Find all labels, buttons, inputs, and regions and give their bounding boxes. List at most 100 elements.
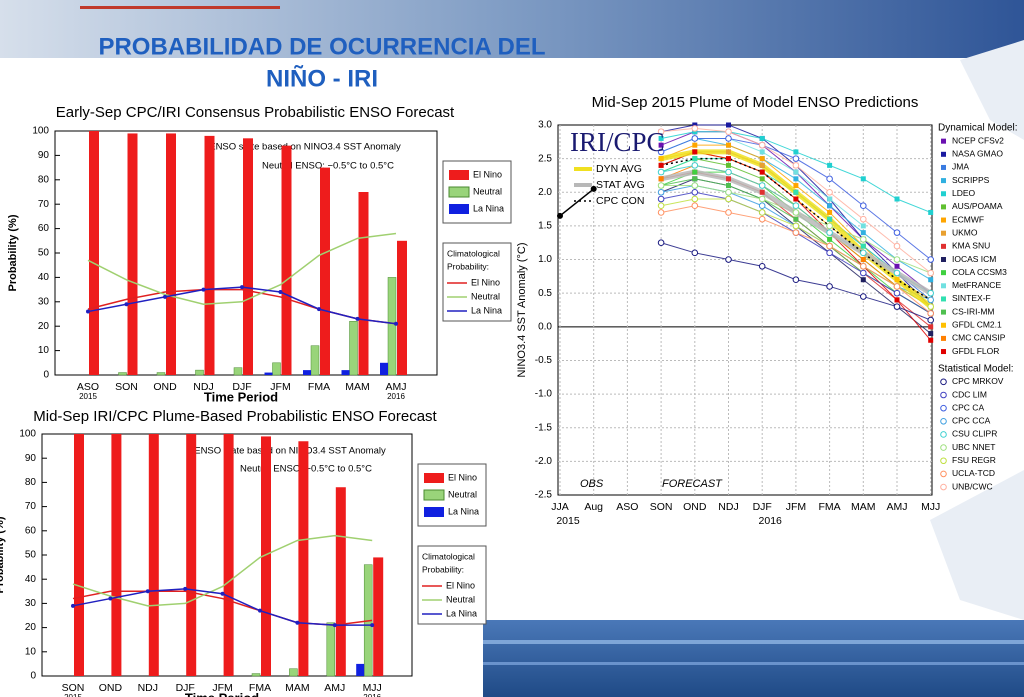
x-tick-label: Aug [584,501,603,513]
model-marker [860,293,867,300]
y-tick-label: 100 [19,429,36,440]
bar [261,436,271,676]
bar [156,372,166,376]
model-marker [692,149,698,155]
legend-title: Dynamical Model: [938,123,1017,134]
legend-marker [940,470,947,478]
legend-marker [941,138,946,144]
slide-title: PROBABILIDAD DE OCURRENCIA DEL [98,33,545,60]
model-marker [758,141,766,149]
model-marker [927,316,935,324]
observed-line [559,188,595,217]
bar [118,372,127,376]
model-marker [860,230,866,236]
bar [335,487,346,676]
model-marker [792,202,800,210]
legend-label: UKMO [952,227,978,237]
model-marker [928,209,934,215]
legend-label: ECMWF [952,214,984,224]
model-marker [827,196,833,202]
y-tick-label: -2.5 [535,490,553,501]
x-tick-label: NDJ [193,381,213,393]
model-marker [758,215,766,223]
legend-swatch [424,473,444,483]
x-tick-label: DJF [232,381,251,393]
bar [89,131,99,375]
period-label: OBS [580,478,604,490]
x-tick-label: FMA [308,381,330,393]
x-tick-label: SON [650,501,673,513]
model-marker [691,135,699,142]
x-tick-label: JFM [270,381,290,393]
legend-swatch [449,204,469,214]
model-marker [793,149,799,155]
y-tick-label: 3.0 [538,120,552,131]
annotation: ENSO state based on NINO3.4 SST Anomaly [194,446,386,457]
logo: IRI/CPC [570,127,665,157]
model-marker [759,156,765,162]
model-marker [657,209,665,216]
bar [204,135,215,375]
legend-swatch [449,170,469,180]
model-marker [725,256,732,263]
model-marker [793,189,799,195]
model-marker [657,182,665,189]
model-marker [894,196,900,202]
legend-title: Climatological [422,551,475,561]
legend-swatch [423,489,445,501]
model-marker [860,176,866,182]
legend-title: Probability: [447,261,489,271]
model-marker [726,183,731,189]
climatology-dot [278,290,283,295]
model-marker [758,262,766,270]
x-tick-label: FMA [819,501,841,513]
inline-legend-label: CPC CON [596,195,644,207]
legend-label: CS-IRI-MM [952,306,995,316]
model-marker [691,125,699,132]
climatology-dot [220,591,225,596]
model-marker [692,169,698,175]
x-axis-label: Time Period [204,389,278,404]
model-marker [725,195,732,203]
legend-marker [940,404,947,412]
model-marker [928,337,934,343]
climatology-line [72,534,373,607]
climatology-dot [370,623,375,628]
bar [74,434,84,676]
y-tick-label: 70 [25,501,37,512]
x-year-label: 2015 [79,392,97,401]
x-tick-label: JFM [786,501,806,513]
model-marker [726,176,731,182]
x-tick-label: SON [62,682,85,694]
climatology-dot [355,316,360,321]
x-tick-label: AMJ [887,501,908,513]
bar [349,321,358,376]
model-marker [860,262,867,270]
legend-marker [941,349,946,355]
bar [148,434,159,676]
legend-label: IOCAS ICM [952,254,996,264]
legend-label: COLA CCSM3 [952,267,1007,277]
bar [380,362,388,375]
observed-dot [590,185,597,192]
model-marker [893,269,901,277]
legend-label: UNB/CWC [952,481,993,491]
x-year-label: 2016 [363,693,381,697]
legend-label: El Nino [473,169,502,179]
x-year-label: 2015 [64,693,82,697]
y-tick-label: 100 [32,126,49,137]
legend-marker [941,204,946,210]
model-marker [894,263,900,269]
y-tick-label: -0.5 [535,355,553,366]
climatology-dot [71,603,75,608]
model-marker [657,128,665,136]
model-marker [894,277,900,283]
bar [281,145,292,375]
model-marker [860,249,867,257]
model-marker [658,142,664,148]
bar [289,668,298,677]
y-tick-label: 40 [25,574,37,585]
legend-marker [940,483,947,491]
legend-marker [941,151,946,157]
